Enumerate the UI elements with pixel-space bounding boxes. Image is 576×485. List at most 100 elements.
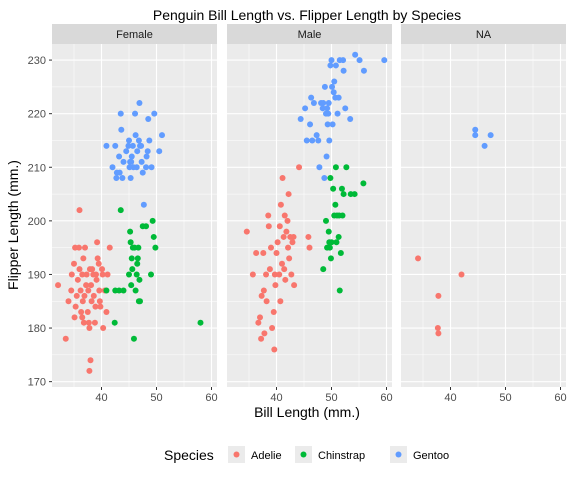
y-tick-label: 180 [28,323,46,335]
data-point-gentoo [309,137,316,144]
data-point-gentoo [329,121,336,128]
data-point-adelie [68,271,75,278]
data-point-gentoo [146,137,153,144]
data-point-adelie [268,244,274,251]
data-point-chinstrap [338,185,345,192]
data-point-gentoo [156,148,163,155]
data-point-adelie [106,244,113,251]
data-point-adelie [435,330,442,337]
x-tick-label: 50 [150,392,162,404]
data-point-adelie [71,314,78,321]
data-point-adelie [284,217,291,224]
data-point-gentoo [144,148,151,155]
data-point-gentoo [481,142,488,149]
data-point-gentoo [324,105,331,112]
data-point-gentoo [113,174,120,181]
data-point-gentoo [136,99,143,106]
data-point-adelie [277,201,284,208]
data-point-gentoo [321,83,328,90]
data-point-gentoo [325,110,332,117]
data-point-adelie [272,282,279,289]
data-point-chinstrap [332,201,339,208]
data-point-chinstrap [127,228,134,235]
data-point-gentoo [335,94,342,101]
legend-entry: Chinstrap [295,446,365,463]
x-tick-label: 50 [325,392,337,404]
legend-key-adelie [233,451,240,458]
data-point-gentoo [381,57,388,64]
data-point-adelie [285,191,292,198]
data-point-gentoo [140,201,147,208]
data-point-adelie [434,325,441,332]
data-point-chinstrap [127,239,134,246]
data-point-adelie [281,212,288,219]
data-point-gentoo [297,116,304,123]
data-point-chinstrap [134,255,141,262]
data-point-adelie [258,292,265,299]
data-point-adelie [263,271,270,278]
data-point-gentoo [127,174,134,181]
data-point-chinstrap [128,282,135,289]
data-point-adelie [86,325,93,332]
data-point-adelie [288,271,295,278]
data-point-adelie [73,292,80,299]
facet-strip-label: Male [298,29,322,41]
data-point-gentoo [148,164,155,171]
data-point-adelie [85,287,92,294]
data-point-chinstrap [320,266,327,273]
data-point-adelie [100,325,107,332]
data-point-gentoo [139,169,146,176]
panel-background [401,44,566,387]
data-point-chinstrap [130,335,137,342]
x-tick-label: 40 [270,392,282,404]
x-tick-label: 60 [205,392,217,404]
data-point-adelie [435,292,442,299]
data-point-gentoo [316,164,323,171]
data-point-gentoo [323,153,330,160]
data-point-gentoo [133,164,140,171]
facet-strip [401,24,566,44]
data-point-adelie [97,303,104,310]
data-point-adelie [80,319,87,326]
data-point-gentoo [134,148,141,155]
data-point-chinstrap [129,266,136,273]
data-point-gentoo [334,110,341,117]
y-tick-label: 210 [28,162,46,174]
data-point-adelie [305,233,312,240]
data-point-adelie [249,271,256,278]
data-point-adelie [90,292,97,299]
data-point-adelie [286,255,293,262]
data-point-chinstrap [333,239,340,246]
data-point-adelie [261,330,268,337]
data-point-adelie [285,244,292,251]
data-point-chinstrap [148,271,154,278]
facet-strip-label: NA [476,29,492,41]
data-point-chinstrap [340,191,347,198]
data-point-gentoo [331,78,338,85]
data-point-chinstrap [327,174,334,181]
data-point-adelie [291,282,298,289]
data-point-gentoo [328,57,335,64]
facet-strip-label: Female [116,29,153,41]
data-point-adelie [271,271,278,278]
data-point-gentoo [325,99,332,106]
data-point-gentoo [330,89,337,96]
data-point-adelie [458,271,465,278]
data-point-adelie [72,303,79,310]
data-point-adelie [99,266,106,273]
data-point-chinstrap [335,233,342,240]
data-point-gentoo [340,57,347,64]
data-point-gentoo [340,67,347,74]
legend-title: Species [164,447,214,463]
data-point-adelie [65,298,72,305]
legend-label: Adelie [251,450,282,462]
x-tick-label: 60 [380,392,392,404]
data-point-adelie [274,239,281,246]
data-point-adelie [276,271,283,278]
data-point-gentoo [135,137,142,144]
data-point-gentoo [119,174,126,181]
data-point-gentoo [329,83,336,90]
y-tick-label: 190 [28,269,46,281]
data-point-chinstrap [343,164,350,171]
